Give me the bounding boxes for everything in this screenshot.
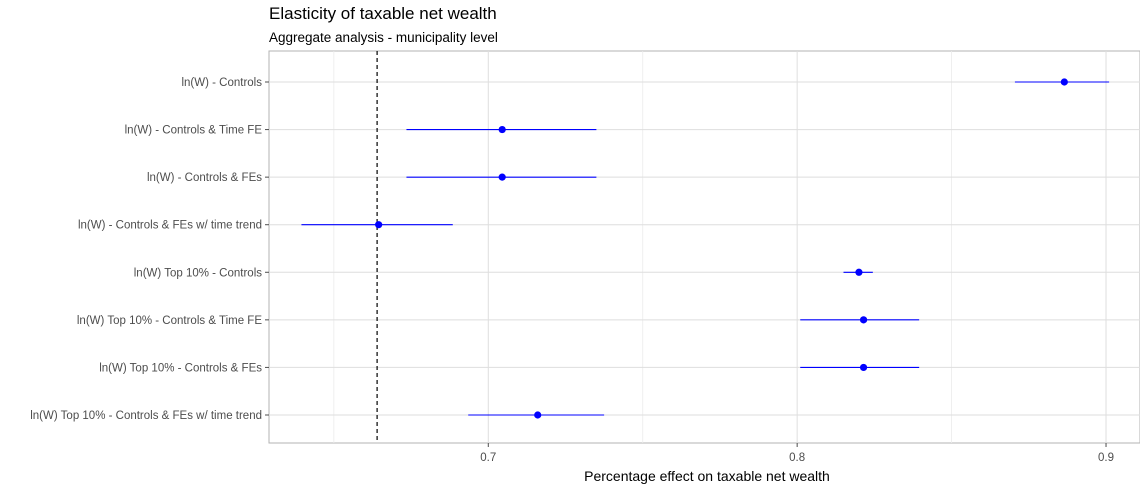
estimate-point <box>859 316 868 324</box>
y-tick-label: ln(W) Top 10% - Controls & FEs w/ time t… <box>30 410 262 422</box>
x-tick-label: 0.9 <box>1098 452 1114 464</box>
y-tick-label: ln(W) - Controls & Time FE <box>125 125 263 137</box>
y-tick-label: ln(W) - Controls & FEs w/ time trend <box>78 220 262 232</box>
y-tick-label: ln(W) Top 10% - Controls & Time FE <box>77 315 262 327</box>
estimate-point <box>498 125 506 134</box>
chart-title: Elasticity of taxable net wealth <box>269 4 497 23</box>
estimate-point <box>1060 78 1068 86</box>
x-tick-label: 0.7 <box>480 452 496 464</box>
y-tick-label: ln(W) Top 10% - Controls & FEs <box>99 362 262 374</box>
estimate-point <box>534 411 542 419</box>
y-tick-label: ln(W) - Controls <box>181 77 262 89</box>
estimate-point <box>855 268 863 276</box>
y-tick-label: ln(W) - Controls & FEs <box>147 172 262 184</box>
plot-panel <box>268 50 1140 444</box>
x-axis-label: Percentage effect on taxable net wealth <box>584 468 830 484</box>
estimate-point <box>498 173 506 181</box>
y-tick-label: ln(W) Top 10% - Controls <box>134 267 262 279</box>
estimate-point <box>375 221 383 229</box>
x-tick-label: 0.8 <box>789 452 805 464</box>
estimate-point <box>859 363 868 372</box>
chart-subtitle: Aggregate analysis - municipality level <box>269 30 498 45</box>
